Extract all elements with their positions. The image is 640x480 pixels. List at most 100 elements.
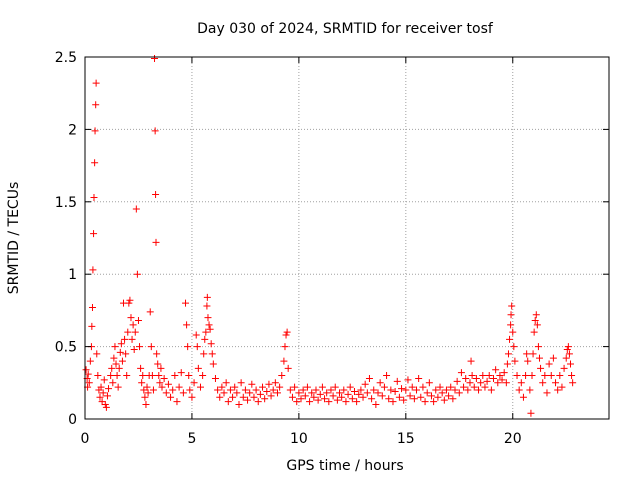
data-point	[462, 374, 470, 382]
data-point	[568, 372, 576, 380]
data-point	[112, 360, 120, 368]
data-point	[425, 379, 433, 387]
data-point	[116, 348, 124, 356]
data-point	[91, 159, 99, 167]
data-point	[184, 343, 192, 351]
data-point	[363, 389, 371, 397]
data-point	[336, 389, 344, 397]
data-point	[560, 364, 568, 372]
data-point	[152, 238, 160, 246]
data-point	[111, 343, 119, 351]
data-point	[457, 369, 465, 377]
data-point	[479, 372, 487, 380]
data-point	[545, 360, 553, 368]
data-point	[316, 390, 324, 398]
data-point	[455, 389, 463, 397]
plot-frame	[84, 56, 610, 420]
data-point	[216, 393, 224, 401]
data-point	[261, 395, 269, 403]
data-point	[301, 392, 309, 400]
data-point	[222, 379, 230, 387]
data-point	[323, 389, 331, 397]
data-point	[254, 398, 262, 406]
data-point	[140, 386, 148, 394]
data-point	[113, 372, 121, 380]
data-point	[492, 366, 500, 374]
data-point	[361, 380, 369, 388]
data-point	[144, 389, 152, 397]
data-point	[188, 393, 196, 401]
data-point	[121, 335, 129, 343]
data-point	[365, 374, 373, 382]
data-point	[467, 357, 475, 365]
data-point	[233, 389, 241, 397]
data-point	[102, 403, 110, 411]
data-point	[508, 302, 516, 310]
data-point	[248, 380, 256, 388]
data-point	[554, 386, 562, 394]
data-point	[393, 377, 401, 385]
data-point	[194, 364, 202, 372]
data-point	[250, 393, 258, 401]
data-point	[160, 374, 168, 382]
data-point	[487, 386, 495, 394]
y-tick-label: 0	[68, 412, 77, 428]
data-point	[526, 386, 534, 394]
data-point	[506, 335, 514, 343]
y-tick-label: 2.5	[55, 50, 77, 66]
data-point	[502, 379, 510, 387]
data-point	[130, 345, 138, 353]
data-point	[535, 354, 543, 362]
data-point	[269, 386, 277, 394]
data-point	[380, 383, 388, 391]
y-tick-label: 2	[68, 122, 77, 138]
data-point	[543, 389, 551, 397]
y-tick-label: 1.5	[55, 195, 77, 211]
data-point	[186, 386, 194, 394]
data-point	[395, 393, 403, 401]
data-point	[327, 386, 335, 394]
data-point	[485, 372, 493, 380]
data-point	[507, 321, 515, 329]
data-point	[179, 389, 187, 397]
data-point	[466, 379, 474, 387]
data-point	[235, 401, 243, 409]
data-point	[308, 389, 316, 397]
data-point	[282, 331, 290, 339]
data-point	[423, 389, 431, 397]
data-point	[549, 354, 557, 362]
x-tick-label: 0	[81, 431, 90, 447]
data-point	[193, 343, 201, 351]
data-point	[265, 380, 273, 388]
data-point	[389, 398, 397, 406]
data-point	[400, 396, 408, 404]
data-point	[231, 383, 239, 391]
data-point	[173, 398, 181, 406]
data-point	[281, 343, 289, 351]
data-point	[511, 357, 519, 365]
data-point	[286, 386, 294, 394]
y-axis-label: SRMTID / TECUs	[6, 182, 22, 295]
data-point	[496, 372, 504, 380]
data-point	[276, 383, 284, 391]
data-point	[199, 372, 207, 380]
data-point	[470, 383, 478, 391]
data-point	[413, 386, 421, 394]
data-point	[158, 383, 166, 391]
data-point	[132, 205, 140, 213]
data-point	[288, 393, 296, 401]
data-point	[483, 377, 491, 385]
data-point	[192, 331, 200, 339]
data-point	[175, 383, 183, 391]
data-point	[533, 321, 541, 329]
data-point	[103, 392, 111, 400]
data-point	[278, 372, 286, 380]
data-point	[348, 395, 356, 403]
data-point	[117, 340, 125, 348]
data-point	[109, 379, 117, 387]
data-point	[107, 372, 115, 380]
data-point	[527, 409, 535, 417]
data-point	[306, 398, 314, 406]
data-point	[136, 343, 144, 351]
data-point	[263, 387, 271, 395]
